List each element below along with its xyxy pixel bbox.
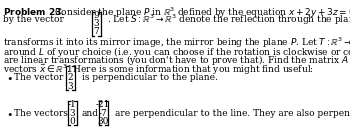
Text: 2: 2 [67,73,73,83]
Text: 3: 3 [69,109,75,118]
Text: by the vector: by the vector [3,16,64,24]
Text: 7: 7 [93,27,99,36]
Text: 3: 3 [93,19,99,28]
Text: 9: 9 [93,10,99,19]
Text: Consider the plane $P$ in $\mathbb{R}^3$ defined by the equation $x+2y+3z=0$ and: Consider the plane $P$ in $\mathbb{R}^3$… [54,6,350,20]
Text: is perpendicular to the plane.: is perpendicular to the plane. [82,73,218,83]
Text: The vectors: The vectors [14,109,68,118]
Text: -7: -7 [99,109,107,118]
Text: around $L$ of your choice (i.e. you can choose if the rotation is clockwise or c: around $L$ of your choice (i.e. you can … [3,45,350,59]
Text: are linear transformations (you don't have to prove that). Find the matrix $A$ s: are linear transformations (you don't ha… [3,54,350,68]
Text: 30: 30 [97,117,109,126]
Text: -1: -1 [68,100,76,109]
Text: transforms it into its mirror image, the mirror being the plane $P$. Let $T:\mat: transforms it into its mirror image, the… [3,36,350,50]
Text: are perpendicular to the line. They are also perpendicular to each other.: are perpendicular to the line. They are … [115,109,350,118]
Text: 3: 3 [67,82,73,91]
Text: $\bullet$: $\bullet$ [6,109,13,118]
Text: 0: 0 [69,117,75,126]
Text: . Let $S:\mathbb{R}^3\to\mathbb{R}^3$ denote the reflection through the plane $P: . Let $S:\mathbb{R}^3\to\mathbb{R}^3$ de… [107,13,350,27]
Text: The vector: The vector [14,73,63,83]
Text: $\bullet$: $\bullet$ [6,73,13,83]
Text: and: and [82,109,99,118]
Text: vectors $\vec{x}\in\mathbb{R}^3$. Here is some information that you might find u: vectors $\vec{x}\in\mathbb{R}^3$. Here i… [3,62,314,77]
Text: $\bf{Problem\ 23.}$: $\bf{Problem\ 23.}$ [3,6,65,17]
Text: -21: -21 [96,100,110,109]
Text: 1: 1 [67,65,73,74]
